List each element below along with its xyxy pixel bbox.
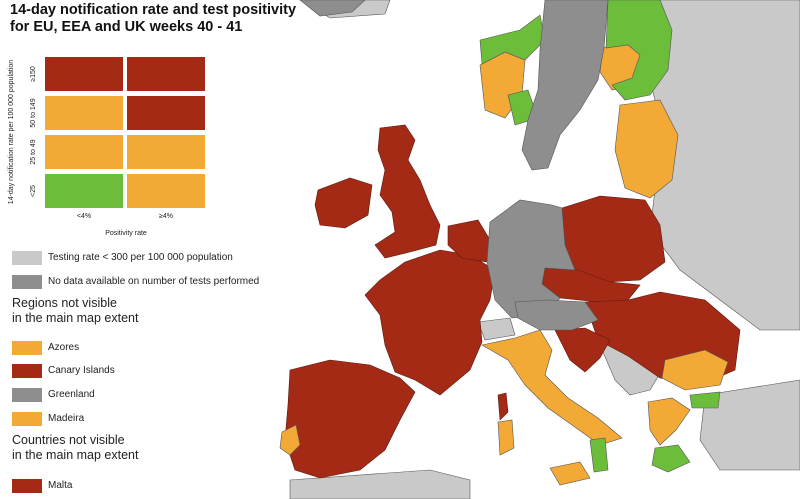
legend-row-label: ≥150 — [30, 66, 37, 82]
legend-cell — [126, 173, 206, 209]
legend-cell — [44, 56, 124, 92]
iberia — [284, 359, 416, 479]
legend-swatch-testing-rate — [12, 251, 42, 265]
legend-cell — [44, 134, 124, 170]
countries-heading-line-1: Countries not visible — [12, 433, 125, 447]
legend-text-region: Greenland — [48, 389, 95, 400]
legend-cell — [44, 173, 124, 209]
legend-swatch-country — [12, 479, 42, 493]
north-africa — [289, 469, 471, 499]
norway-top — [299, 0, 366, 17]
green-countries — [479, 0, 721, 473]
regions-heading-line-2: in the main map extent — [12, 311, 139, 325]
poland — [561, 195, 666, 283]
italy-heel — [589, 437, 609, 473]
legend-text-no-data: No data available on number of tests per… — [48, 276, 260, 287]
legend-text-region: Madeira — [48, 413, 85, 424]
legend-y-axis-label: 14-day notification rate per 100 000 pop… — [8, 59, 15, 205]
portugal-patch — [279, 424, 301, 456]
turkey-region — [699, 379, 800, 471]
corsica — [497, 392, 509, 421]
great-britain — [374, 124, 441, 259]
legend-cell — [44, 95, 124, 131]
legend-swatch-region — [12, 364, 42, 378]
map-title-line-1: 14-day notification rate and test positi… — [10, 2, 297, 18]
sweden — [521, 0, 609, 171]
map-title: 14-day notification rate and test positi… — [10, 2, 310, 36]
legend-row-label: <25 — [30, 185, 37, 197]
legend-text-testing-rate: Testing rate < 300 per 100 000 populatio… — [48, 252, 233, 263]
legend-swatch-region — [12, 388, 42, 402]
legend-col-label: <4% — [76, 213, 92, 220]
orange-countries — [279, 41, 729, 486]
greece-south — [651, 444, 691, 473]
red-countries — [284, 124, 741, 479]
regions-heading: Regions not visible in the main map exte… — [12, 296, 138, 326]
dark-grey-countries — [299, 0, 609, 331]
cyprus-area — [689, 391, 721, 409]
legend-row-label: 25 to 49 — [30, 139, 37, 165]
austria — [514, 299, 599, 331]
legend-text-country: Malta — [48, 480, 73, 491]
norway-west — [479, 14, 546, 65]
countries-heading: Countries not visible in the main map ex… — [12, 433, 138, 463]
regions-heading-line-1: Regions not visible — [12, 296, 117, 310]
legend-text-region: Canary Islands — [48, 365, 115, 376]
legend-swatch-region — [12, 412, 42, 426]
legend-swatch-no-data — [12, 275, 42, 289]
baltics — [614, 99, 679, 199]
france — [364, 249, 496, 396]
croatia-slovenia — [554, 327, 611, 373]
sicily — [549, 461, 591, 486]
legend-cell — [126, 134, 206, 170]
finland-north — [605, 0, 673, 101]
germany — [486, 199, 576, 319]
legend-swatch-region — [12, 341, 42, 355]
legend-row-label: 50 to 149 — [30, 98, 37, 128]
countries-heading-line-2: in the main map extent — [12, 448, 139, 462]
legend-matrix — [44, 56, 208, 212]
switzerland — [477, 317, 516, 341]
greece — [647, 397, 691, 446]
italy — [481, 329, 623, 446]
legend-cell — [126, 95, 206, 131]
legend-cell — [126, 56, 206, 92]
legend-col-label: ≥4% — [159, 213, 173, 220]
ireland — [314, 177, 373, 229]
legend-x-axis-label: Positivity rate — [105, 230, 147, 237]
legend-text-region: Azores — [48, 342, 80, 353]
sardinia — [497, 419, 515, 456]
map-title-line-2: for EU, EEA and UK weeks 40 - 41 — [10, 19, 243, 35]
bulgaria — [661, 349, 729, 391]
